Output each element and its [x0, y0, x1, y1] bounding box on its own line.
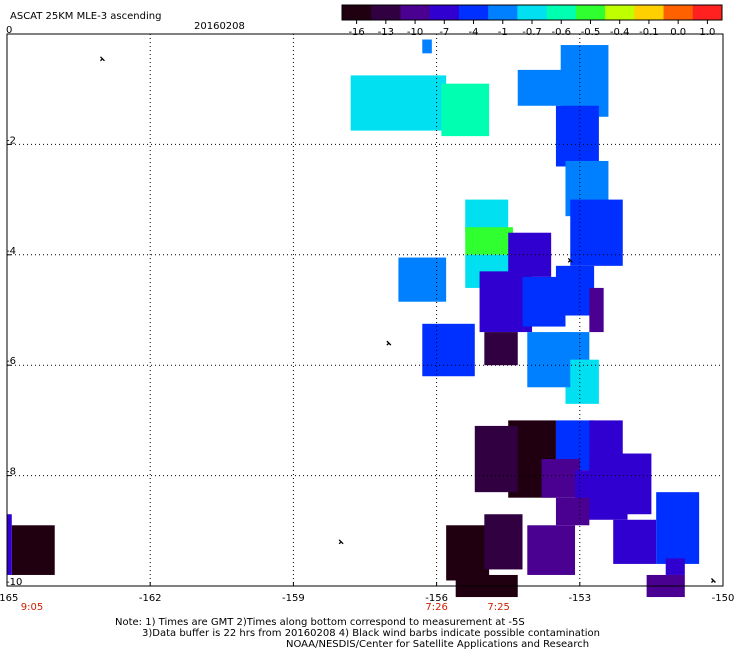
wind-cell [555, 105, 599, 167]
x-tick-labels: -165 -162 -159 -156 -153 -150 [0, 582, 734, 604]
wind-cell [570, 199, 623, 266]
y-tick-label: 0 [6, 25, 12, 36]
wind-cell [527, 332, 571, 388]
colorbar-segment [458, 5, 489, 20]
colorbar-segment [663, 5, 694, 20]
wind-cell [589, 287, 604, 333]
y-tick-label: -10 [6, 577, 22, 588]
y-tick-labels: 0 -2 -4 -6 -8 -10 [6, 25, 22, 588]
wind-cell [484, 514, 523, 570]
wind-cell [508, 232, 552, 277]
colorbar-segment [605, 5, 635, 20]
wind-cell [527, 525, 576, 575]
wind-cell [484, 332, 518, 366]
colorbar-segment [692, 5, 723, 20]
wind-barb [567, 257, 573, 263]
colorbar-segment [634, 5, 665, 20]
colorbar-label: -4 [469, 27, 479, 38]
plot-frame [6, 33, 724, 587]
wind-cell [11, 525, 55, 575]
pass-time-label: 7:25 [487, 602, 509, 613]
wind-cell [665, 558, 685, 575]
colorbar-label: -16 [348, 27, 364, 38]
colorbar-label: -0.5 [581, 27, 601, 38]
colorbar-segment [429, 5, 460, 20]
colorbar-segment [342, 5, 372, 20]
wind-barb [338, 539, 344, 545]
wind-cell [565, 359, 599, 404]
wind-cell [350, 75, 447, 131]
colorbar-segment [371, 5, 401, 20]
colorbar-label: 1.0 [699, 27, 715, 38]
pass-time-label: 9:05 [21, 602, 43, 613]
wind-cell [398, 257, 447, 302]
pass-time-labels: 9:05 7:26 7:25 [21, 602, 510, 613]
colorbar-label: 0.0 [670, 27, 686, 38]
wind-cell [441, 83, 490, 137]
colorbar-segment [546, 5, 577, 20]
colorbar-segment [517, 5, 548, 20]
wind-cell [422, 323, 475, 377]
wind-cell [446, 525, 490, 581]
x-tick-label: -162 [139, 593, 162, 604]
x-tick-label: -165 [0, 593, 18, 604]
chart-date: 20160208 [194, 21, 245, 32]
wind-cell [541, 459, 580, 498]
wind-cell [555, 497, 590, 526]
grid-lines [7, 34, 723, 586]
wind-cell [474, 425, 518, 493]
note-line-1: Note: 1) Times are GMT 2)Times along bot… [115, 617, 525, 628]
wind-barbs [100, 56, 716, 583]
wind-barb [386, 340, 392, 346]
chart-title: ASCAT 25KM MLE-3 ascending [10, 11, 161, 22]
colorbar-segment [488, 5, 518, 20]
wind-cell [613, 519, 657, 564]
colorbar-label: -0.4 [610, 27, 630, 38]
colorbar-label: -1 [498, 27, 508, 38]
note-line-3: NOAA/NESDIS/Center for Satellite Applica… [286, 639, 589, 650]
colorbar-labels: -16 -13 -10 -7 -4 -1 -0.7 -0.6 -0.5 -0.4 -0.1 0.0 1.… [348, 20, 715, 38]
note-line-2: 3)Data buffer is 22 hrs from 20160208 4)… [142, 628, 600, 639]
y-tick-label: -8 [6, 467, 16, 478]
x-tick-label: -150 [712, 593, 735, 604]
y-tick-label: -6 [6, 356, 16, 367]
x-tick-label: -156 [425, 593, 448, 604]
colorbar-label: -13 [378, 27, 394, 38]
wind-cell [7, 514, 12, 575]
pass-time-label: 7:26 [425, 602, 447, 613]
wind-cell [422, 39, 432, 54]
wind-cell [613, 453, 652, 515]
y-tick-label: -2 [6, 135, 16, 146]
colorbar [341, 4, 723, 21]
colorbar-label: -10 [407, 27, 423, 38]
colorbar-segment [400, 5, 431, 20]
wind-speed-cells [7, 39, 700, 598]
wind-cell [560, 45, 609, 117]
wind-cell [656, 492, 700, 564]
colorbar-segment [575, 5, 606, 20]
wind-cell [465, 227, 513, 255]
y-tick-label: -4 [6, 246, 16, 257]
wind-cell [555, 265, 595, 316]
wind-barb [710, 578, 716, 583]
x-tick-label: -153 [568, 593, 591, 604]
colorbar-label: -0.1 [639, 27, 659, 38]
colorbar-label: -7 [439, 27, 449, 38]
colorbar-label: -0.6 [551, 27, 571, 38]
x-tick-label: -159 [282, 593, 305, 604]
wind-barb [100, 56, 105, 62]
colorbar-label: -0.7 [522, 27, 542, 38]
